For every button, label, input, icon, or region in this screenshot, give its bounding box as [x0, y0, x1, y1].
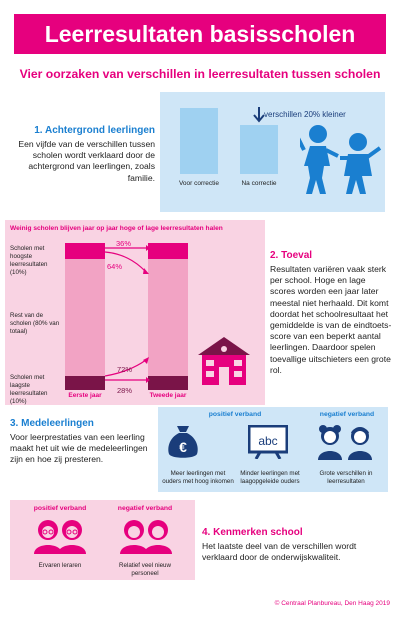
- section3-heading: 3. Medeleerlingen: [10, 418, 94, 429]
- flow-label-72: 72%: [117, 365, 133, 374]
- section3-body: Voor leerprestaties van een leerling maa…: [10, 432, 148, 465]
- year1-bar-top: [65, 243, 105, 259]
- footer-copyright: © Centraal Planbureau, Den Haag 2019: [274, 600, 390, 607]
- year2-bar-top: [148, 243, 188, 259]
- flow-label-36: 36%: [116, 239, 132, 248]
- blackboard-text: abc: [258, 434, 277, 448]
- section4-item-experienced: Ervaren leraren: [38, 562, 82, 569]
- row-label-bottom: Scholen met laagste leerresultaten (10%): [10, 374, 48, 405]
- section4-heading: 4. Kenmerken school: [202, 527, 303, 538]
- section3-negative-label: negatief verband: [319, 411, 375, 418]
- flow-arrows: [105, 245, 150, 383]
- year2-label: Tweede jaar: [149, 392, 187, 399]
- year1-label: Eerste jaar: [68, 392, 102, 399]
- experienced-teachers-icon: [34, 520, 86, 554]
- section3-positive-label: positief verband: [208, 411, 262, 418]
- bar-label-after: Na correctie: [241, 180, 277, 187]
- row-label-rest: Rest van de scholen (80% van totaal): [10, 312, 60, 335]
- section4-item-newstaff: Relatief veel nieuw personeel: [119, 562, 171, 577]
- down-arrow-icon: [253, 107, 265, 123]
- section1-body: Een vijfde van de verschillen tussen sch…: [18, 139, 155, 183]
- bar-label-before: Voor correctie: [178, 180, 220, 187]
- year1-bar-bottom: [65, 376, 105, 390]
- section2-body: Resultaten variëren vaak sterk per schoo…: [270, 264, 392, 375]
- section2-heading: 2. Toeval: [270, 250, 313, 261]
- blackboard-icon: abc: [248, 425, 288, 459]
- flow-label-28: 28%: [117, 386, 133, 395]
- section3-item-differences: Grote verschillen in leerresultaten: [319, 470, 373, 485]
- section1-heading: 1. Achtergrond leerlingen: [34, 125, 155, 136]
- page-subtitle: Vier oorzaken van verschillen in leerres…: [19, 67, 381, 81]
- section3-item-income: Meer leerlingen met ouders met hoog inko…: [162, 470, 234, 485]
- children-playing-icon: [300, 125, 382, 194]
- children-group-icon: [318, 425, 372, 460]
- section4-positive-label: positief verband: [33, 505, 87, 512]
- bar-before-correction: [180, 108, 218, 174]
- row-label-top: Scholen met hoogste leerresultaten (10%): [10, 245, 48, 276]
- euro-symbol: €: [179, 439, 187, 455]
- section4-panel: [10, 500, 195, 580]
- page-title: Leerresultaten basisscholen: [14, 14, 386, 54]
- year2-bar-rest: [148, 243, 188, 376]
- bar-after-correction: [240, 125, 278, 174]
- section1-annotation: verschillen 20% kleiner: [264, 110, 346, 119]
- year1-bar-rest: [65, 243, 105, 376]
- section4-body: Het laatste deel van de verschillen word…: [202, 541, 357, 563]
- new-staff-icon: [120, 520, 172, 554]
- section4-negative-label: negatief verband: [117, 505, 173, 512]
- money-bag-icon: €: [168, 426, 198, 458]
- year2-bar-bottom: [148, 376, 188, 390]
- section2-panel-title: Weinig scholen blijven jaar op jaar hoge…: [10, 225, 223, 232]
- school-building-icon: [198, 337, 250, 385]
- flow-label-64: 64%: [107, 262, 123, 271]
- section3-item-lowedu: Minder leerlingen met laagopgeleide oude…: [240, 470, 300, 485]
